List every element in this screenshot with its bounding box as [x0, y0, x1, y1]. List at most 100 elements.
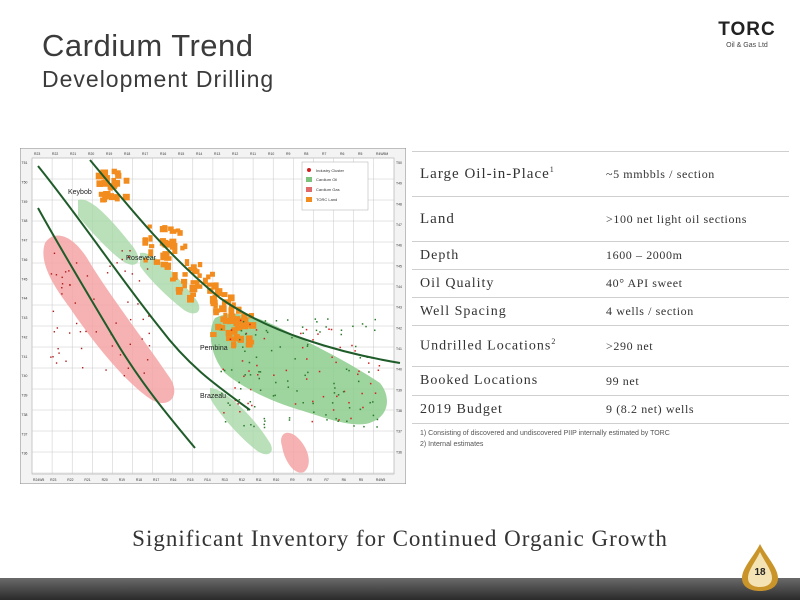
well-marker: [129, 250, 131, 252]
well-marker: [263, 426, 266, 429]
map-axis-label: T43: [22, 316, 28, 320]
well-marker: [258, 377, 261, 380]
torc-parcel: [153, 259, 161, 265]
well-marker: [52, 310, 55, 313]
torc-parcel: [147, 224, 152, 229]
torc-parcel: [100, 169, 109, 178]
map-axis-label: R16: [160, 152, 166, 156]
torc-parcel: [114, 194, 120, 202]
well-marker: [251, 404, 253, 407]
well-marker: [111, 345, 114, 347]
well-marker: [79, 331, 82, 333]
torc-parcel: [190, 264, 197, 270]
torc-parcel: [213, 282, 219, 288]
well-marker: [53, 252, 56, 255]
torc-parcel: [248, 322, 257, 329]
page-title: Cardium Trend: [42, 28, 254, 63]
torc-parcel: [213, 308, 221, 313]
well-marker: [127, 301, 129, 303]
map-axis-label: T48: [396, 202, 402, 206]
map-axis-label: T46: [22, 258, 28, 262]
well-marker: [61, 276, 63, 279]
torc-parcel: [115, 172, 122, 179]
well-marker: [121, 258, 123, 261]
map-axis-label: R5: [358, 152, 362, 156]
well-marker: [337, 394, 340, 396]
well-marker: [259, 389, 262, 391]
row-footnote-ref: 1: [549, 165, 555, 174]
map-axis-label: T42: [22, 335, 28, 339]
well-marker: [287, 386, 290, 388]
well-marker: [312, 339, 314, 341]
well-marker: [288, 419, 291, 421]
map-axis-label: T42: [396, 326, 402, 330]
map-axis-label: T36: [22, 452, 28, 456]
torc-parcel: [149, 244, 155, 249]
well-marker: [357, 380, 360, 383]
well-marker: [361, 323, 364, 325]
well-marker: [64, 271, 67, 273]
torc-parcel: [213, 310, 219, 316]
well-marker: [56, 327, 59, 329]
well-marker: [253, 425, 255, 428]
map-axis-label: T41: [396, 347, 402, 351]
well-marker: [86, 275, 89, 277]
table-row: 2019 Budget 9 (8.2 net) wells: [412, 395, 789, 424]
torc-parcel: [108, 194, 116, 201]
well-marker: [55, 362, 58, 364]
torc-parcel: [169, 238, 177, 246]
footnote-1: 1) Consisting of discovered and undiscov…: [420, 430, 670, 437]
map-axis-label: R5: [359, 478, 363, 482]
page-subtitle: Development Drilling: [42, 66, 275, 92]
map-axis-label: T49: [22, 200, 28, 204]
well-marker: [223, 369, 226, 372]
well-marker: [247, 402, 249, 405]
well-marker: [95, 331, 98, 333]
well-marker: [230, 329, 233, 331]
map-axis-label: T40: [22, 374, 28, 378]
torc-parcel: [220, 316, 225, 323]
well-marker: [306, 345, 309, 347]
well-marker: [115, 322, 117, 324]
map-axis-label: T43: [396, 306, 402, 310]
well-marker: [68, 332, 71, 334]
row-value: 40° API sweet: [606, 276, 683, 290]
well-marker: [61, 283, 64, 285]
torc-land-parcels: [95, 168, 257, 349]
well-marker: [119, 354, 122, 356]
map-axis-label: R12: [239, 478, 245, 482]
map-axis-label: T47: [396, 223, 402, 227]
place-label-keybob: Keybob: [68, 189, 92, 196]
map-axis-label: T39: [22, 394, 28, 398]
torc-parcel: [237, 335, 244, 343]
slide-tagline: Significant Inventory for Continued Orga…: [132, 526, 668, 551]
row-label: Large Oil-in-Place: [420, 166, 550, 182]
torc-parcel: [197, 261, 203, 268]
well-marker: [350, 417, 352, 420]
well-marker: [253, 405, 256, 408]
torc-parcel: [233, 316, 241, 321]
well-marker: [129, 343, 131, 346]
map-axis-label: R9: [290, 478, 294, 482]
table-row: Booked Locations 99 net: [412, 366, 789, 395]
torc-parcel: [215, 323, 222, 331]
well-marker: [240, 329, 243, 332]
well-marker: [57, 347, 59, 350]
well-marker: [291, 336, 293, 339]
torc-parcel: [103, 190, 111, 199]
well-marker: [365, 325, 367, 328]
torc-parcel: [212, 294, 218, 300]
torc-parcel: [190, 280, 199, 285]
torc-parcel: [112, 181, 117, 190]
torc-parcel: [96, 180, 104, 187]
row-label: Oil Quality: [420, 275, 495, 291]
logo-name: TORC: [718, 19, 776, 40]
map-axis-label: R19: [119, 478, 125, 482]
well-marker: [249, 400, 252, 403]
well-marker: [256, 364, 258, 367]
well-marker: [220, 370, 222, 373]
well-marker: [142, 318, 144, 321]
well-marker: [250, 423, 252, 426]
well-marker: [227, 402, 229, 404]
well-marker: [242, 346, 244, 348]
